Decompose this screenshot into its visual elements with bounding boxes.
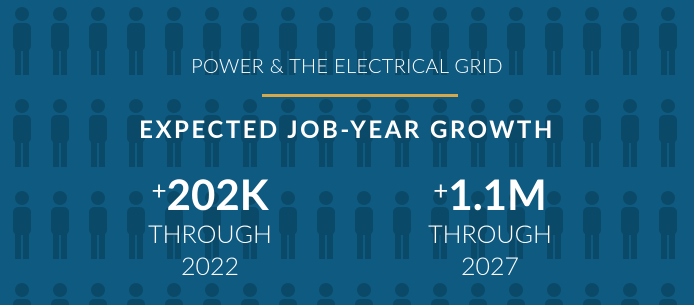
infographic: POWER & THE ELECTRICAL GRID EXPECTED JOB…: [0, 0, 694, 305]
subtitle: EXPECTED JOB-YEAR GROWTH: [0, 115, 694, 144]
stat-value: 1.1M: [448, 169, 546, 219]
stat-sign: +: [152, 174, 167, 206]
stat-label: THROUGH: [90, 218, 330, 250]
divider: [262, 94, 458, 97]
stat-figure: +202K: [90, 166, 330, 218]
stat-label: THROUGH: [370, 218, 610, 250]
title: POWER & THE ELECTRICAL GRID: [0, 54, 694, 78]
stat-value: 202K: [167, 169, 269, 219]
stat-year: 2027: [370, 250, 610, 282]
stat-year: 2022: [90, 250, 330, 282]
stat-figure: +1.1M: [370, 166, 610, 218]
stat: +202K THROUGH 2022: [90, 166, 330, 282]
stat: +1.1M THROUGH 2027: [370, 166, 610, 282]
stat-sign: +: [433, 174, 448, 206]
